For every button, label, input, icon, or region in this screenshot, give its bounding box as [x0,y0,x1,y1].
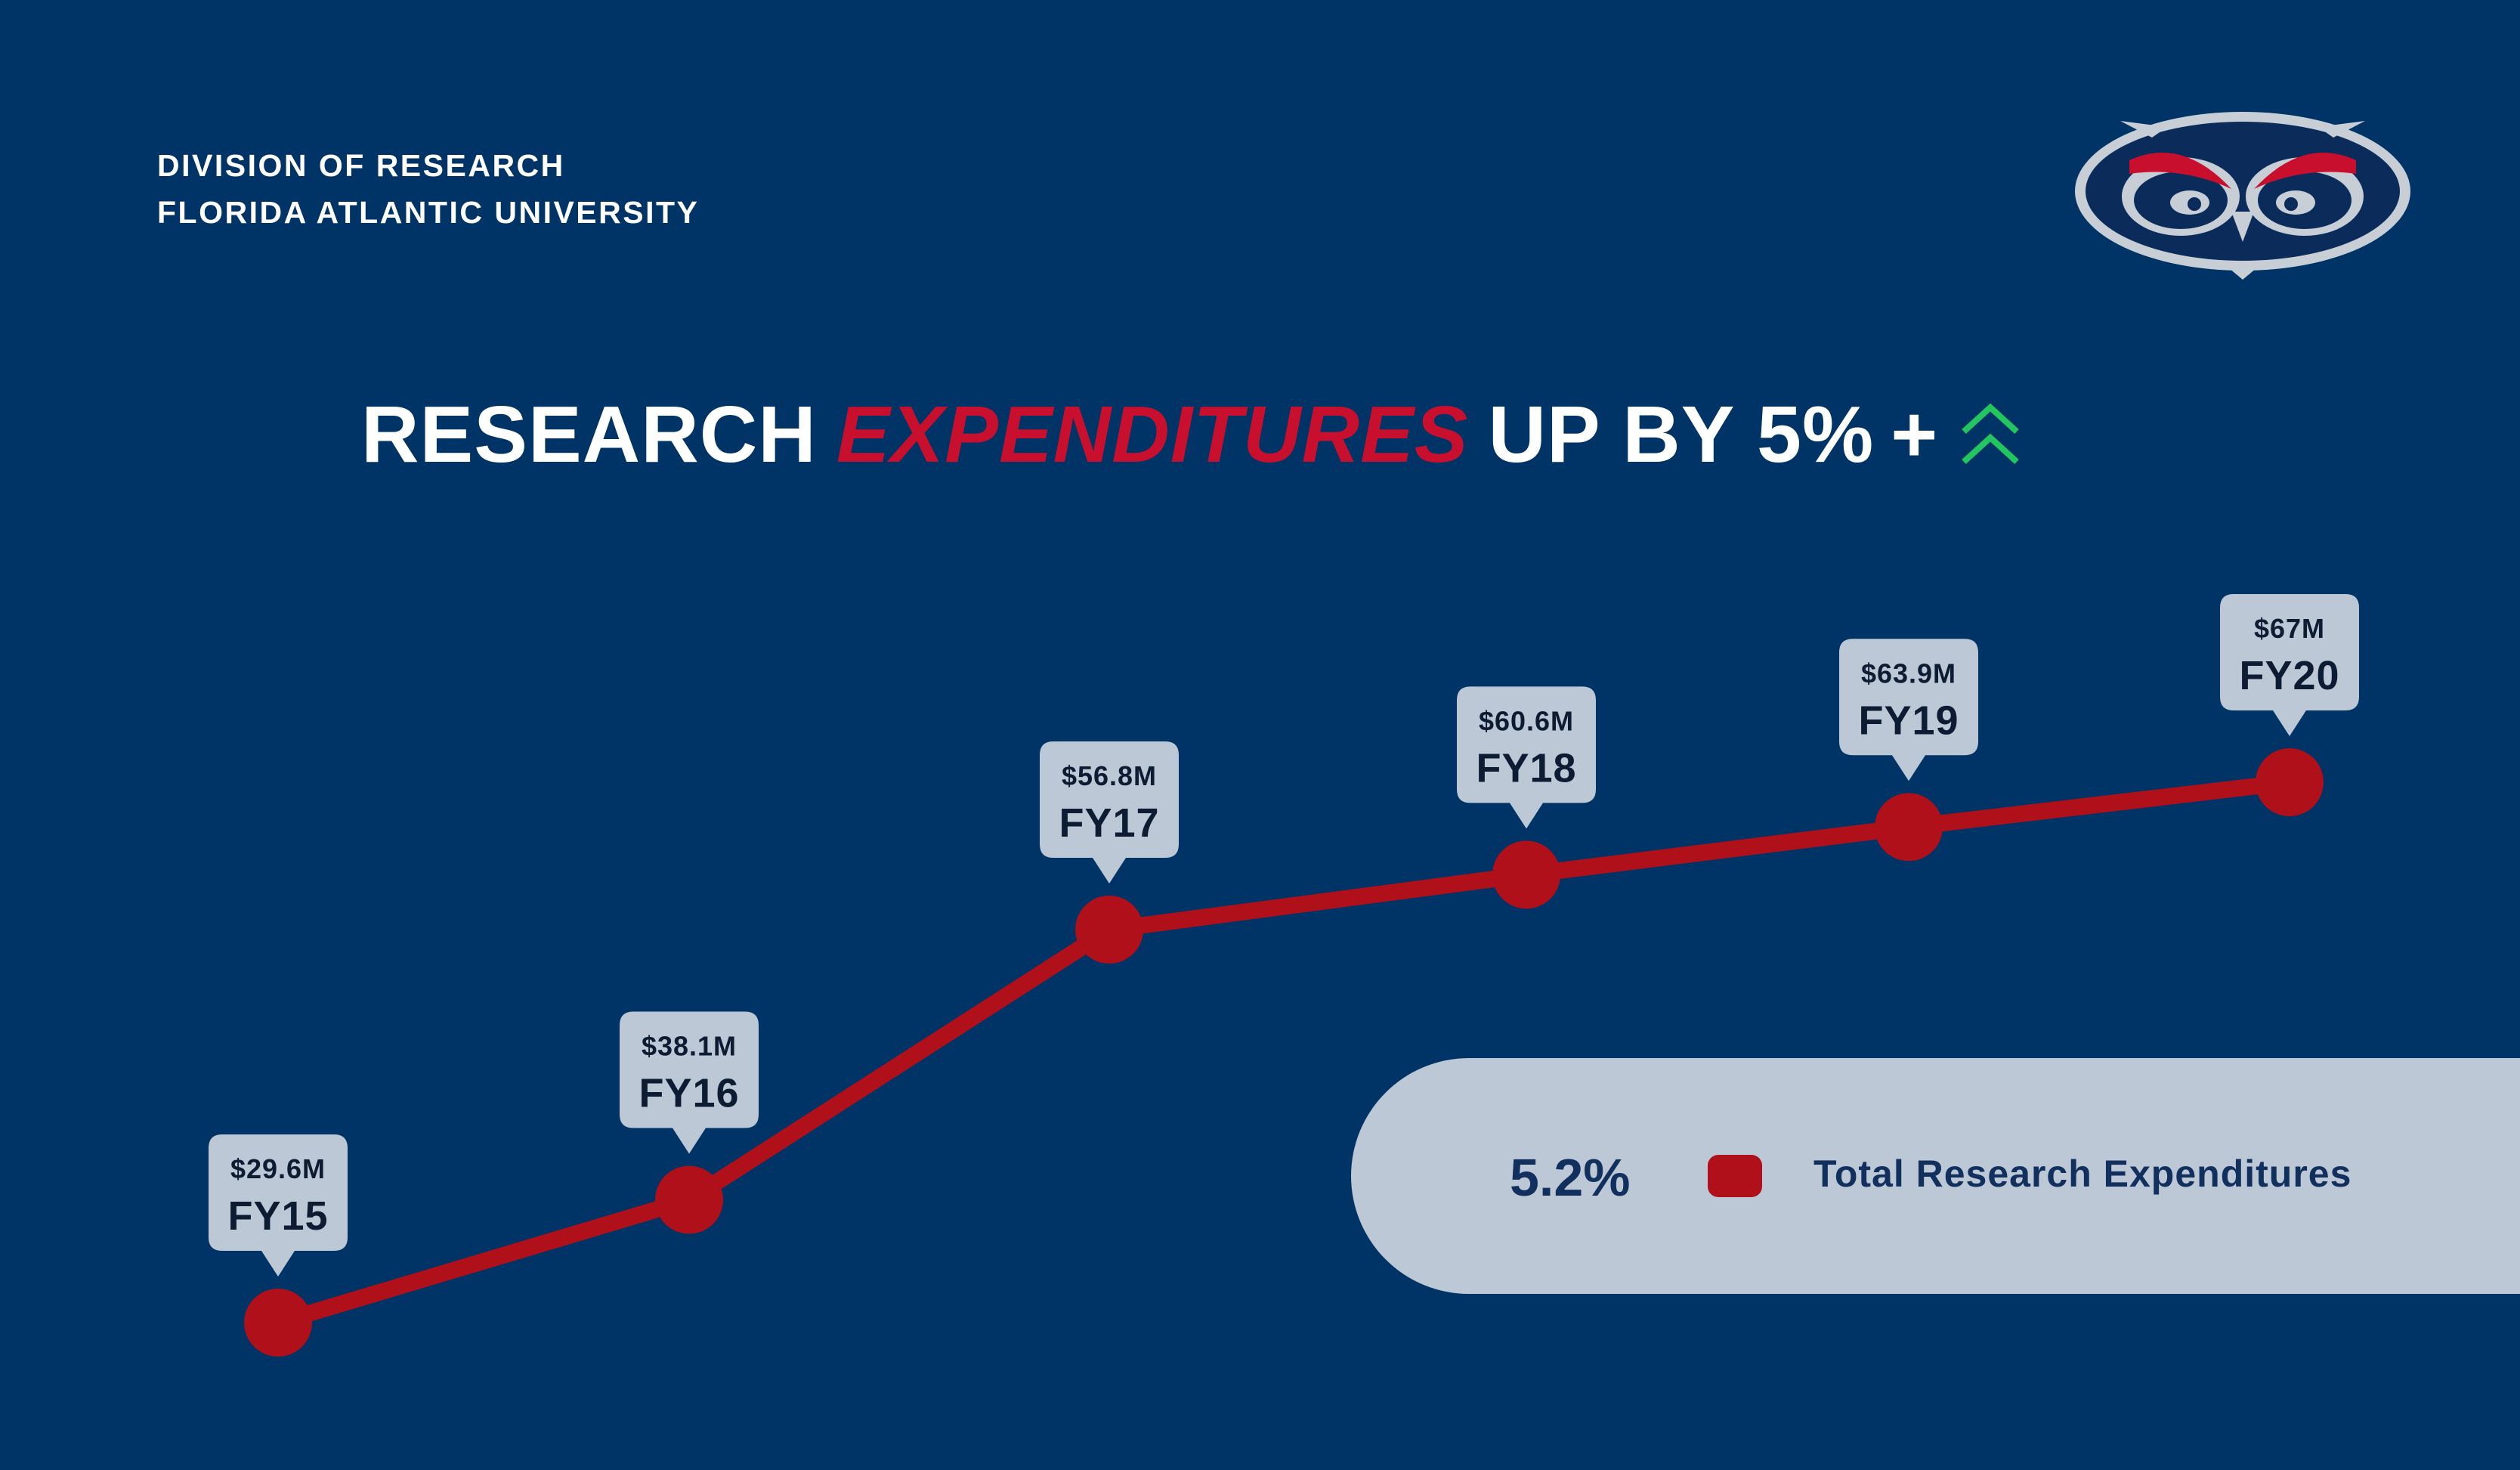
data-callout [209,1134,348,1277]
category-label: FY20 [2239,653,2339,698]
double-chevron-up-icon [1962,403,2019,464]
data-point [2256,748,2324,816]
chart-title: RESEARCH EXPENDITURES UP BY 5% + [361,385,2021,484]
title-part-research: RESEARCH [361,389,817,479]
category-label: FY19 [1858,698,1959,743]
data-callout [1457,686,1596,829]
owl-logo-icon [2075,112,2410,280]
data-callout [1040,741,1179,884]
category-label: FY17 [1059,800,1159,846]
series-line [275,774,2291,1331]
title-plus: + [1891,389,1939,479]
university-label: FLORIDA ATLANTIC UNIVERSITY [157,195,700,230]
data-value-label: $67M [2254,613,2325,644]
data-value-label: $29.6M [230,1153,326,1184]
data-value-label: $63.9M [1861,658,1956,689]
data-point [655,1165,723,1234]
category-label: FY15 [227,1193,328,1239]
category-label: FY18 [1476,745,1576,791]
category-label: FY16 [639,1071,739,1116]
data-point [1492,840,1560,909]
title-part-expenditures: EXPENDITURES [836,389,1469,479]
legend: 5.2% Total Research Expenditures [1351,1058,2520,1294]
data-point [244,1289,312,1357]
data-value-label: $60.6M [1479,705,1574,736]
data-value-label: $56.8M [1062,760,1157,791]
data-point [1875,793,1943,862]
legend-growth-percent: 5.2% [1510,1148,1631,1207]
legend-series-label: Total Research Expenditures [1813,1153,2352,1195]
title-part-up-by: UP BY 5% [1488,389,1875,479]
data-callout [1839,639,1978,781]
legend-swatch [1708,1155,1762,1197]
data-value-label: $38.1M [642,1031,737,1062]
org-header: DIVISION OF RESEARCH FLORIDA ATLANTIC UN… [157,142,699,236]
data-callout [620,1011,759,1154]
data-point [1075,896,1143,964]
data-callout [2220,594,2359,736]
division-label: DIVISION OF RESEARCH [157,148,565,183]
